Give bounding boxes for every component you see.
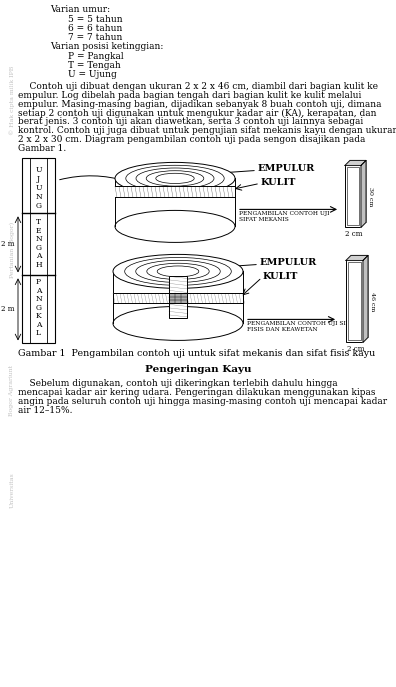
Text: L: L — [36, 329, 41, 337]
Bar — [113, 293, 243, 304]
Text: T: T — [36, 218, 41, 227]
Text: N: N — [35, 194, 42, 201]
Text: N: N — [35, 295, 42, 304]
Text: Gambar 1.: Gambar 1. — [18, 144, 66, 153]
Text: T = Tengah: T = Tengah — [68, 61, 121, 70]
Text: KULIT: KULIT — [261, 179, 296, 188]
Text: 7 = 7 tahun: 7 = 7 tahun — [68, 33, 122, 42]
Text: 2 cm: 2 cm — [345, 230, 363, 238]
Text: SIFAT MEKANIS: SIFAT MEKANIS — [239, 217, 289, 223]
Bar — [113, 293, 243, 304]
Text: K: K — [36, 313, 41, 320]
Text: U: U — [35, 184, 42, 192]
Text: Gambar 1  Pengambilan contoh uji untuk sifat mekanis dan sifat fisis kayu: Gambar 1 Pengambilan contoh uji untuk si… — [18, 350, 375, 359]
Text: Bogor Agrariunt: Bogor Agrariunt — [10, 364, 15, 416]
Text: empulur. Masing-masing bagian, dijadikan sebanyak 8 buah contoh uji, dimana: empulur. Masing-masing bagian, dijadikan… — [18, 100, 381, 109]
Bar — [348, 262, 361, 340]
Text: angin pada seluruh contoh uji hingga masing-masing contoh uji mencapai kadar: angin pada seluruh contoh uji hingga mas… — [18, 397, 387, 406]
Text: PENGAMBILAN CONTOH UJI SIFAT: PENGAMBILAN CONTOH UJI SIFAT — [247, 322, 357, 326]
Text: N: N — [35, 236, 42, 243]
Bar — [22, 159, 55, 344]
Text: 46 cm: 46 cm — [370, 292, 375, 311]
Text: H: H — [35, 261, 42, 269]
Bar — [347, 168, 359, 225]
Bar — [345, 166, 361, 227]
Bar — [115, 186, 235, 197]
Text: G: G — [36, 203, 42, 210]
Text: Contoh uji dibuat dengan ukuran 2 x 2 x 46 cm, diambil dari bagian kulit ke: Contoh uji dibuat dengan ukuran 2 x 2 x … — [18, 82, 378, 91]
Ellipse shape — [113, 254, 243, 289]
Text: Varian umur:: Varian umur: — [50, 5, 110, 14]
Bar — [169, 276, 187, 318]
Text: mencapai kadar air kering udara. Pengeringan dilakukan menggunakan kipas: mencapai kadar air kering udara. Pengeri… — [18, 388, 375, 397]
Text: A: A — [36, 287, 41, 295]
Text: 6 = 6 tahun: 6 = 6 tahun — [68, 24, 122, 33]
Polygon shape — [363, 256, 368, 342]
Text: © Hak cipta milik IPB: © Hak cipta milik IPB — [9, 65, 15, 135]
Ellipse shape — [113, 306, 243, 340]
Text: empulur. Log dibelah pada bagian tengah dari bagian kulit ke kulit melalui: empulur. Log dibelah pada bagian tengah … — [18, 91, 362, 100]
Text: G: G — [36, 244, 42, 252]
Text: 30 cm: 30 cm — [368, 187, 373, 206]
Text: kontrol. Contoh uji juga dibuat untuk pengujian sifat mekanis kayu dengan ukuran: kontrol. Contoh uji juga dibuat untuk pe… — [18, 126, 396, 135]
Text: A: A — [36, 321, 41, 329]
Text: 2 x 2 x 30 cm. Diagram pengambilan contoh uji pada sengon disajikan pada: 2 x 2 x 30 cm. Diagram pengambilan conto… — [18, 135, 366, 144]
Text: EMPULUR: EMPULUR — [260, 258, 317, 267]
Text: Pengeringan Kayu: Pengeringan Kayu — [145, 365, 251, 374]
Text: U = Ujung: U = Ujung — [68, 70, 117, 79]
Bar — [30, 159, 47, 344]
Text: Sebelum digunakan, contoh uji dikeringkan terlebih dahulu hingga: Sebelum digunakan, contoh uji dikeringka… — [18, 379, 338, 388]
Bar — [169, 293, 187, 304]
Polygon shape — [345, 160, 366, 166]
Polygon shape — [361, 160, 366, 227]
Text: FISIS DAN KEAWETAN: FISIS DAN KEAWETAN — [247, 328, 318, 333]
Bar — [346, 260, 363, 342]
Text: A: A — [36, 252, 41, 260]
Text: P = Pangkal: P = Pangkal — [68, 52, 124, 61]
Text: J: J — [37, 175, 40, 183]
Ellipse shape — [115, 210, 235, 243]
Text: Pertanian (Bogor): Pertanian (Bogor) — [10, 222, 15, 278]
Text: P: P — [36, 278, 41, 286]
Text: berat jenis. 3 contoh uji akan diawetkan, serta 3 contoh uji lainnya sebagai: berat jenis. 3 contoh uji akan diawetkan… — [18, 117, 363, 126]
Text: air 12–15%.: air 12–15%. — [18, 406, 72, 415]
Text: 2 cm: 2 cm — [347, 346, 364, 353]
Text: KULIT: KULIT — [263, 273, 298, 282]
Text: 2 m: 2 m — [1, 240, 15, 249]
Text: E: E — [36, 227, 41, 235]
Polygon shape — [346, 256, 368, 260]
Bar — [351, 256, 368, 337]
Text: 2 m: 2 m — [1, 306, 15, 313]
Text: PENGAMBILAN CONTOH UJI: PENGAMBILAN CONTOH UJI — [239, 212, 329, 216]
Bar — [350, 160, 366, 223]
Ellipse shape — [115, 162, 235, 194]
Text: 5 = 5 tahun: 5 = 5 tahun — [68, 15, 123, 24]
Text: G: G — [36, 304, 42, 312]
Text: setiap 2 contoh uji digunakan untuk mengukur kadar air (KA), kerapatan, dan: setiap 2 contoh uji digunakan untuk meng… — [18, 109, 377, 117]
Text: Universitas: Universitas — [10, 472, 15, 508]
Bar — [169, 276, 187, 318]
Text: Varian posisi ketinggian:: Varian posisi ketinggian: — [50, 42, 164, 51]
Text: U: U — [35, 166, 42, 174]
Text: EMPULUR: EMPULUR — [258, 164, 315, 173]
